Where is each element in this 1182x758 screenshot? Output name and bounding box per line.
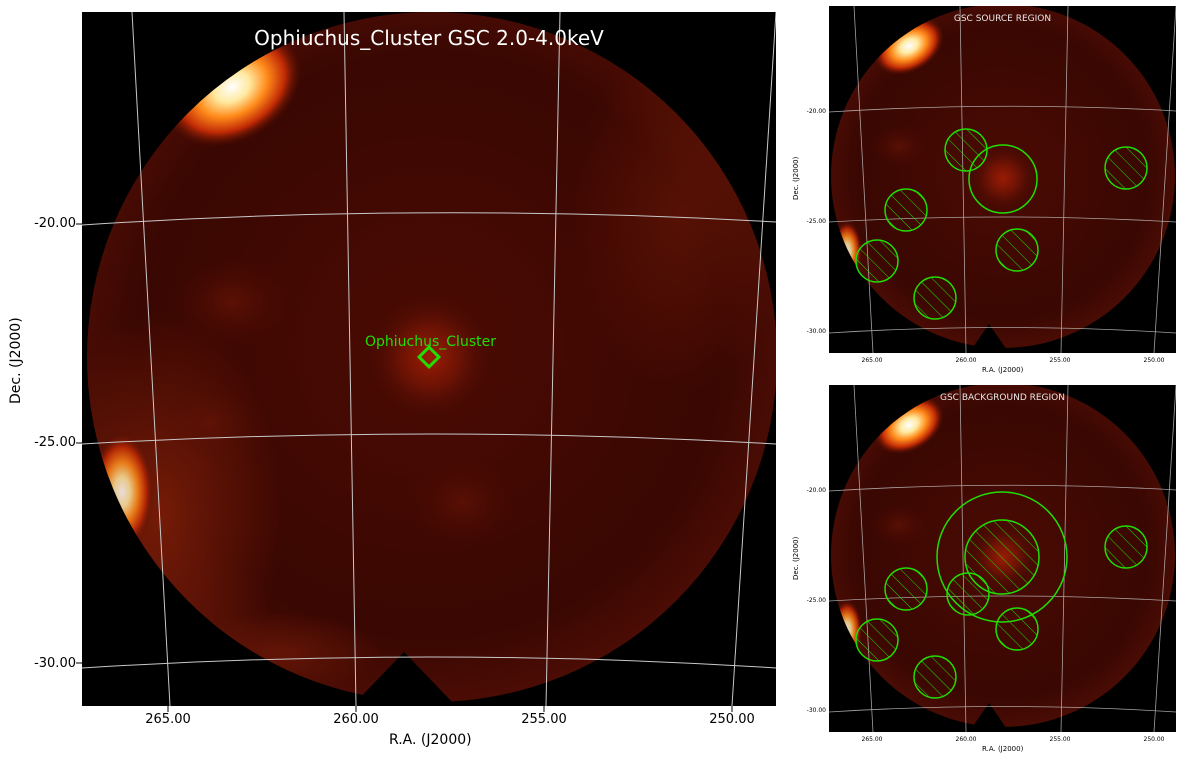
excluded-region-circle[interactable] bbox=[995, 228, 1039, 272]
main-image-panel: Ophiuchus_Cluster GSC 2.0-4.0keV Ophiuch… bbox=[82, 12, 776, 706]
source-ylabel: Dec. (J2000) bbox=[792, 156, 800, 200]
excluded-region-circle[interactable] bbox=[946, 572, 990, 616]
source-panel-title: GSC SOURCE REGION bbox=[953, 14, 1052, 24]
excluded-region-circle[interactable] bbox=[913, 655, 957, 699]
main-image-svg bbox=[82, 12, 776, 706]
source-xtick: 265.00 bbox=[861, 357, 883, 364]
excluded-region-circle[interactable] bbox=[884, 567, 928, 611]
source-xlabel: R.A. (J2000) bbox=[982, 366, 1024, 374]
excluded-region-circle[interactable] bbox=[1104, 146, 1148, 190]
excluded-region-circle[interactable] bbox=[995, 607, 1039, 651]
main-xlabel: R.A. (J2000) bbox=[389, 732, 472, 748]
excluded-region-circle[interactable] bbox=[913, 276, 957, 320]
main-xtick: 265.00 bbox=[145, 712, 191, 727]
background-xtick: 250.00 bbox=[1143, 736, 1165, 743]
excluded-region-circle[interactable] bbox=[1104, 525, 1148, 569]
excluded-region-circle[interactable] bbox=[944, 128, 988, 172]
main-xtick: 255.00 bbox=[521, 712, 567, 727]
main-ytick: -20.00 bbox=[34, 216, 76, 231]
excluded-region-circle[interactable] bbox=[855, 618, 899, 662]
coordinate-grid bbox=[82, 12, 776, 706]
cluster-label: Ophiuchus_Cluster bbox=[365, 334, 496, 350]
source-region-panel: GSC SOURCE REGION bbox=[829, 6, 1176, 353]
background-ytick: -20.00 bbox=[806, 487, 826, 494]
source-xtick: 260.00 bbox=[955, 357, 977, 364]
background-xtick: 255.00 bbox=[1049, 736, 1071, 743]
excluded-region-circle[interactable] bbox=[964, 519, 1040, 595]
background-ytick: -25.00 bbox=[806, 597, 826, 604]
source-ytick: -25.00 bbox=[806, 218, 826, 225]
main-ytick: -30.00 bbox=[34, 656, 76, 671]
background-xtick: 260.00 bbox=[955, 736, 977, 743]
source-image-svg bbox=[829, 6, 1176, 353]
cluster-marker[interactable] bbox=[416, 344, 442, 370]
background-regions bbox=[855, 491, 1148, 699]
main-ylabel: Dec. (J2000) bbox=[8, 317, 24, 404]
source-ytick: -30.00 bbox=[806, 328, 826, 335]
source-ytick: -20.00 bbox=[806, 108, 826, 115]
background-region-panel: GSC BACKGROUND REGION bbox=[829, 385, 1176, 732]
background-xtick: 265.00 bbox=[861, 736, 883, 743]
main-xtick: 260.00 bbox=[333, 712, 379, 727]
source-xtick: 255.00 bbox=[1049, 357, 1071, 364]
background-xlabel: R.A. (J2000) bbox=[982, 745, 1024, 753]
background-ylabel: Dec. (J2000) bbox=[792, 536, 800, 580]
main-title: Ophiuchus_Cluster GSC 2.0-4.0keV bbox=[254, 26, 604, 50]
excluded-region-circle[interactable] bbox=[855, 239, 899, 283]
main-xtick: 250.00 bbox=[709, 712, 755, 727]
background-panel-title: GSC BACKGROUND REGION bbox=[940, 393, 1065, 403]
background-ytick: -30.00 bbox=[806, 707, 826, 714]
excluded-region-circle[interactable] bbox=[884, 188, 928, 232]
background-image-svg bbox=[829, 385, 1176, 732]
source-xtick: 250.00 bbox=[1143, 357, 1165, 364]
source-region-circle[interactable] bbox=[968, 144, 1038, 214]
main-ytick: -25.00 bbox=[34, 435, 76, 450]
source-regions bbox=[855, 128, 1148, 320]
